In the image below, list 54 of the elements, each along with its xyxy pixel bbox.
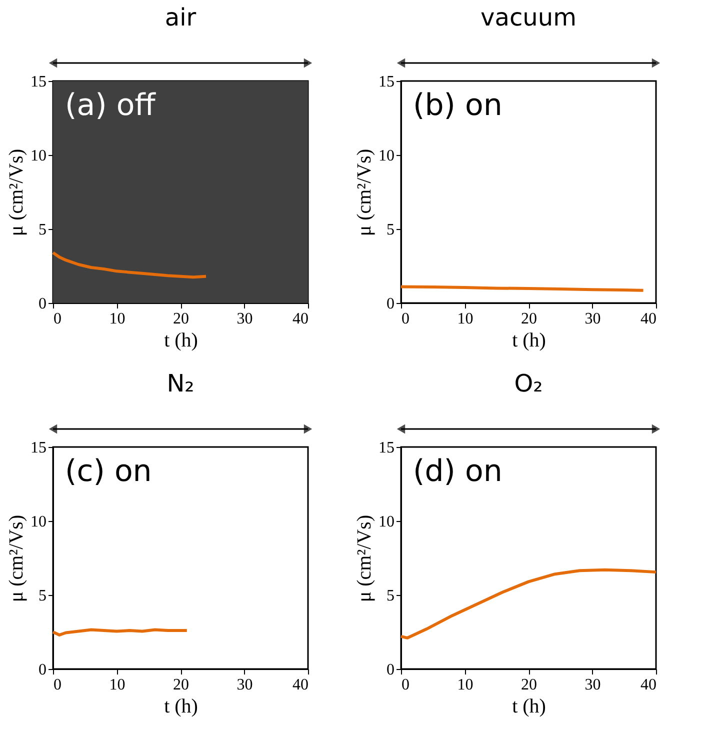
- y-axis-title: μ (cm²/Vs): [354, 148, 376, 236]
- x-tick-label: 30: [584, 676, 601, 694]
- x-tick-label: 10: [457, 676, 474, 694]
- annotation: (b) on: [413, 88, 502, 123]
- x-tick-label: 30: [236, 676, 253, 694]
- y-axis-title: μ (cm²/Vs): [6, 148, 28, 236]
- x-tick-label: 40: [640, 676, 656, 694]
- x-tick-label: 0: [402, 676, 410, 694]
- y-tick-label: 0: [38, 662, 46, 678]
- y-tick-label: 10: [30, 148, 46, 164]
- chart-title: N₂: [166, 369, 194, 398]
- y-tick-label: 0: [38, 296, 46, 312]
- x-tick-label: 10: [109, 310, 126, 328]
- y-tick-label: 0: [386, 662, 394, 678]
- x-tick-label: 20: [521, 310, 537, 328]
- x-tick-label: 20: [173, 676, 189, 694]
- y-tick-label: 10: [378, 514, 394, 530]
- x-axis-title: t (h): [512, 696, 546, 718]
- x-tick-label: 0: [54, 676, 62, 694]
- y-tick-label: 5: [38, 222, 46, 238]
- y-tick-label: 15: [378, 440, 394, 456]
- y-tick-label: 5: [386, 222, 394, 238]
- x-tick-label: 30: [236, 310, 253, 328]
- annotation: (a) off: [65, 88, 157, 123]
- y-tick-label: 15: [30, 440, 46, 456]
- x-tick-label: 40: [292, 676, 308, 694]
- x-tick-label: 40: [292, 310, 308, 328]
- y-tick-label: 10: [30, 514, 46, 530]
- y-tick-label: 5: [38, 588, 46, 604]
- y-tick-label: 10: [378, 148, 394, 164]
- y-tick-label: 15: [378, 74, 394, 90]
- x-tick-label: 0: [54, 310, 62, 328]
- y-tick-label: 15: [30, 74, 46, 90]
- x-axis-title: t (h): [164, 330, 198, 352]
- x-tick-label: 30: [584, 310, 601, 328]
- line-series: [52, 251, 208, 279]
- y-axis-title: μ (cm²/Vs): [354, 514, 376, 602]
- line-series: [400, 568, 658, 640]
- chart-title: air: [164, 3, 196, 32]
- x-tick-label: 0: [402, 310, 410, 328]
- y-tick-label: 5: [386, 588, 394, 604]
- x-tick-label: 10: [109, 676, 126, 694]
- x-axis-title: t (h): [512, 330, 546, 352]
- annotation: (d) on: [413, 454, 502, 489]
- x-tick-label: 40: [640, 310, 656, 328]
- y-tick-label: 0: [386, 296, 394, 312]
- annotation: (c) on: [65, 454, 152, 489]
- chart-title: vacuum: [480, 3, 576, 32]
- y-axis-title: μ (cm²/Vs): [6, 514, 28, 602]
- x-tick-label: 20: [173, 310, 189, 328]
- x-tick-label: 20: [521, 676, 537, 694]
- x-axis-title: t (h): [164, 696, 198, 718]
- chart-title: O₂: [514, 369, 543, 398]
- x-tick-label: 10: [457, 310, 474, 328]
